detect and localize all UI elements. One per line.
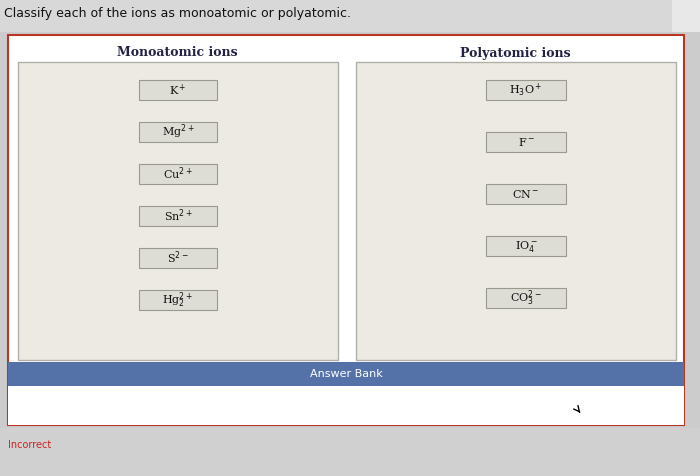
FancyBboxPatch shape [8,35,684,425]
Text: Monoatomic ions: Monoatomic ions [117,47,237,60]
FancyBboxPatch shape [0,428,700,476]
FancyBboxPatch shape [486,80,566,100]
FancyBboxPatch shape [18,62,338,360]
FancyBboxPatch shape [139,164,217,184]
FancyBboxPatch shape [486,236,566,256]
FancyBboxPatch shape [486,132,566,152]
Text: Classify each of the ions as monoatomic or polyatomic.: Classify each of the ions as monoatomic … [4,7,351,20]
Text: H$_3$O$^+$: H$_3$O$^+$ [510,81,542,99]
FancyBboxPatch shape [139,248,217,268]
Text: IO$_4^-$: IO$_4^-$ [514,238,538,254]
Text: Cu$^{2+}$: Cu$^{2+}$ [163,166,193,182]
FancyBboxPatch shape [486,184,566,204]
FancyBboxPatch shape [139,80,217,100]
FancyBboxPatch shape [8,386,684,425]
Text: Mg$^{2+}$: Mg$^{2+}$ [162,123,195,141]
Text: Answer Bank: Answer Bank [309,369,382,379]
Text: F$^-$: F$^-$ [517,136,535,148]
FancyBboxPatch shape [486,288,566,308]
Text: Hg$_2^{2+}$: Hg$_2^{2+}$ [162,290,193,310]
FancyBboxPatch shape [672,0,700,32]
Text: Sn$^{2+}$: Sn$^{2+}$ [164,208,193,224]
Text: Incorrect: Incorrect [8,440,51,450]
FancyBboxPatch shape [0,0,700,32]
FancyBboxPatch shape [139,206,217,226]
FancyBboxPatch shape [139,122,217,142]
Text: CO$_3^{2-}$: CO$_3^{2-}$ [510,288,542,308]
FancyBboxPatch shape [139,290,217,310]
Text: Polyatomic ions: Polyatomic ions [460,47,570,60]
FancyBboxPatch shape [8,362,684,386]
Text: S$^{2-}$: S$^{2-}$ [167,250,189,266]
Text: K$^+$: K$^+$ [169,82,187,98]
Text: CN$^-$: CN$^-$ [512,188,540,200]
FancyBboxPatch shape [356,62,676,360]
